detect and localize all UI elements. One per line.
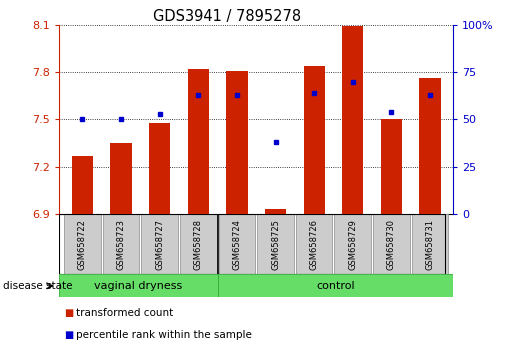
Bar bbox=[411, 214, 449, 274]
Text: GSM658722: GSM658722 bbox=[78, 219, 87, 270]
Text: disease state: disease state bbox=[3, 281, 72, 291]
Text: vaginal dryness: vaginal dryness bbox=[94, 281, 182, 291]
Text: control: control bbox=[316, 281, 355, 291]
Bar bbox=[373, 214, 410, 274]
Text: GDS3941 / 7895278: GDS3941 / 7895278 bbox=[152, 9, 301, 24]
Bar bbox=[257, 214, 294, 274]
Text: GSM658731: GSM658731 bbox=[425, 219, 435, 270]
Text: GSM658728: GSM658728 bbox=[194, 219, 203, 270]
Bar bbox=[217, 274, 453, 297]
Bar bbox=[419, 79, 441, 214]
Text: GSM658725: GSM658725 bbox=[271, 219, 280, 270]
Bar bbox=[381, 119, 402, 214]
Bar bbox=[72, 156, 93, 214]
Bar bbox=[265, 210, 286, 214]
Bar bbox=[149, 122, 170, 214]
Bar bbox=[187, 69, 209, 214]
Bar bbox=[141, 214, 178, 274]
Bar bbox=[303, 66, 325, 214]
Bar bbox=[334, 214, 371, 274]
Bar bbox=[226, 70, 248, 214]
Bar bbox=[59, 274, 217, 297]
Text: ■: ■ bbox=[64, 308, 74, 318]
Text: transformed count: transformed count bbox=[76, 308, 174, 318]
Bar bbox=[64, 214, 101, 274]
Bar bbox=[180, 214, 217, 274]
Bar bbox=[218, 214, 255, 274]
Text: ■: ■ bbox=[64, 330, 74, 339]
Bar bbox=[102, 214, 140, 274]
Text: GSM658730: GSM658730 bbox=[387, 219, 396, 270]
Text: GSM658726: GSM658726 bbox=[310, 219, 319, 270]
Text: GSM658729: GSM658729 bbox=[348, 219, 357, 270]
Bar bbox=[110, 143, 132, 214]
Text: percentile rank within the sample: percentile rank within the sample bbox=[76, 330, 252, 339]
Bar bbox=[342, 26, 364, 214]
Bar bbox=[296, 214, 333, 274]
Text: GSM658727: GSM658727 bbox=[155, 219, 164, 270]
Text: GSM658724: GSM658724 bbox=[232, 219, 242, 270]
Text: GSM658723: GSM658723 bbox=[116, 219, 126, 270]
